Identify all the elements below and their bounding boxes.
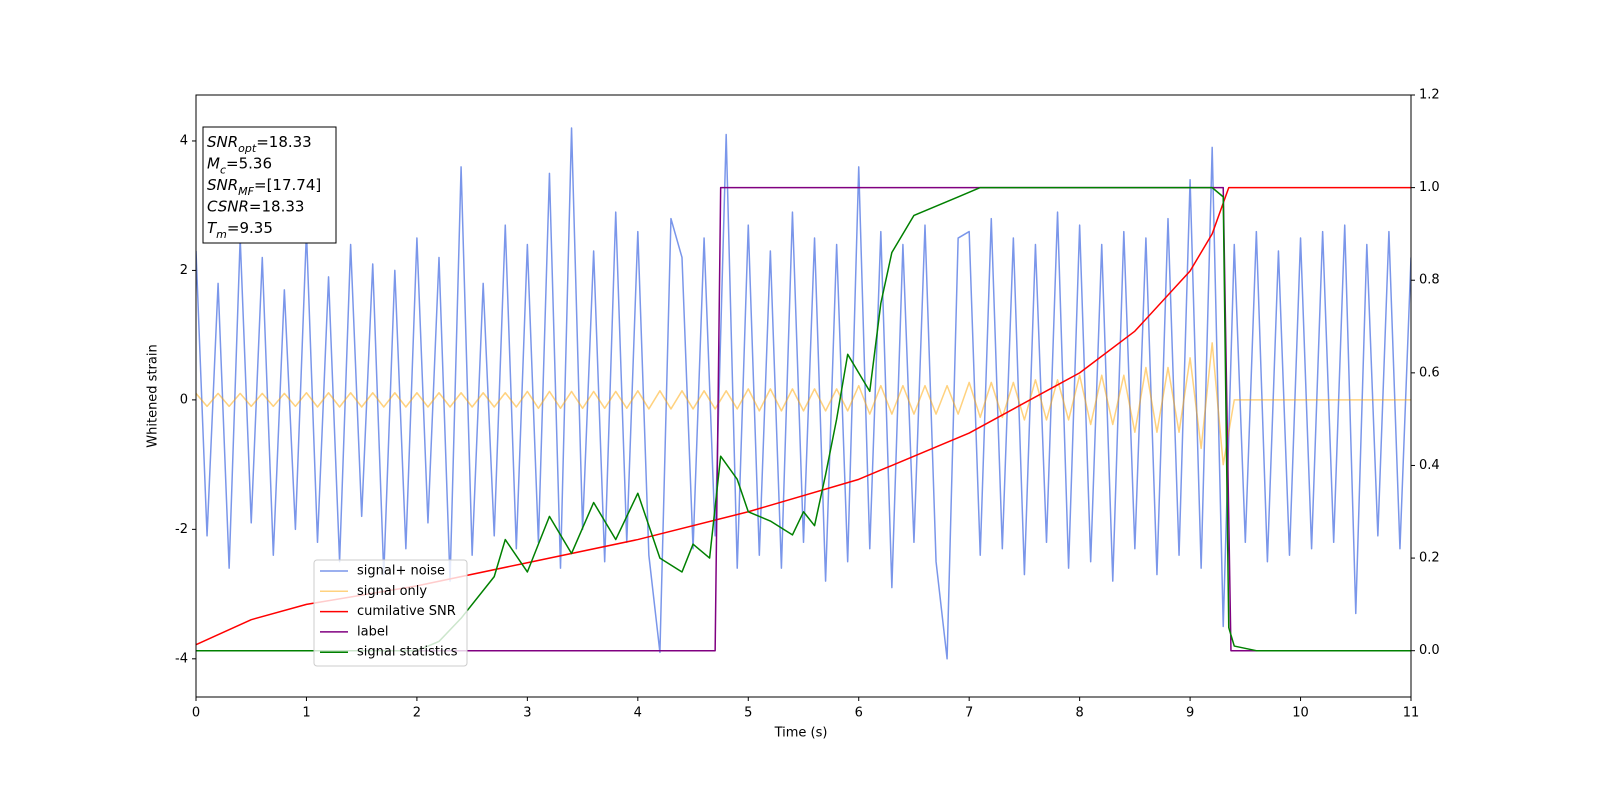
y-tick-label: 2 — [180, 263, 188, 278]
y2-tick-label: 0.2 — [1419, 551, 1440, 566]
y2-tick-label: 0.4 — [1419, 458, 1440, 473]
axes-frame — [195, 94, 1412, 698]
series-line — [196, 342, 1411, 466]
x-tick-label: 2 — [413, 706, 421, 721]
y2-tick-label: 0.0 — [1419, 643, 1440, 658]
x-tick-label: 9 — [1186, 706, 1194, 721]
x-tick-label: 6 — [855, 706, 863, 721]
x-axis-label: Time (s) — [774, 726, 828, 741]
y2-tick-label: 1.0 — [1419, 180, 1440, 195]
annotation-symbol: SNR — [207, 133, 238, 151]
annotation-symbol: T — [207, 219, 218, 237]
y2-tick-label: 0.6 — [1419, 365, 1440, 380]
x-tick-label: 5 — [744, 706, 752, 721]
annotation-box: SNRopt=18.33Mc=5.36SNRMF=[17.74]CSNR=18.… — [202, 126, 337, 244]
annotation-symbol: M — [207, 154, 220, 172]
x-tick-label: 1 — [302, 706, 310, 721]
annotation-line: Mc=5.36 — [207, 154, 272, 176]
annotation-line: CSNR=18.33 — [207, 197, 304, 215]
legend-label: signal only — [357, 584, 427, 599]
annotation-symbol: SNR — [207, 176, 238, 194]
series-line — [196, 127, 1411, 660]
x-tick-label: 10 — [1292, 706, 1309, 721]
annotation-subscript: MF — [238, 185, 254, 198]
legend-label: label — [357, 624, 388, 639]
legend-label: signal+ noise — [357, 564, 445, 579]
legend-label: signal statistics — [357, 645, 458, 660]
legend: signal+ noise signal only cumilative SNR la… — [313, 559, 468, 667]
annotation-subscript: m — [216, 228, 227, 241]
y-tick-label: -2 — [175, 522, 188, 537]
x-tick-label: 8 — [1075, 706, 1083, 721]
annotation-line: Tm=9.35 — [207, 219, 273, 241]
annotation-subscript: c — [220, 163, 226, 176]
annotation-value: =[17.74] — [254, 176, 321, 194]
y-tick-label: 0 — [180, 392, 188, 407]
x-tick-label: 3 — [523, 706, 531, 721]
annotation-frame — [202, 126, 337, 244]
annotation-subscript: opt — [238, 142, 257, 155]
legend-label: cumilative SNR — [357, 604, 456, 619]
y2-tick-label: 1.2 — [1419, 88, 1440, 103]
legend-frame — [313, 559, 468, 667]
y-tick-label: -4 — [175, 651, 188, 666]
y-axis-label: Whitened strain — [146, 344, 161, 447]
annotation-value: =9.35 — [227, 219, 273, 237]
annotation-value: =18.33 — [256, 133, 312, 151]
series-line — [196, 186, 1411, 652]
annotation-value: =18.33 — [249, 197, 305, 215]
y2-tick-label: 0.8 — [1419, 273, 1440, 288]
annotation-line: SNRMF=[17.74] — [207, 176, 321, 198]
x-tick-label: 7 — [965, 706, 973, 721]
annotation-value: =5.36 — [226, 154, 272, 172]
x-tick-label: 4 — [634, 706, 642, 721]
annotation-line: SNRopt=18.33 — [207, 133, 312, 155]
y-tick-label: 4 — [180, 133, 188, 148]
x-tick-label: 0 — [192, 706, 200, 721]
x-tick-label: 11 — [1403, 706, 1420, 721]
annotation-symbol: CSNR — [207, 197, 249, 215]
